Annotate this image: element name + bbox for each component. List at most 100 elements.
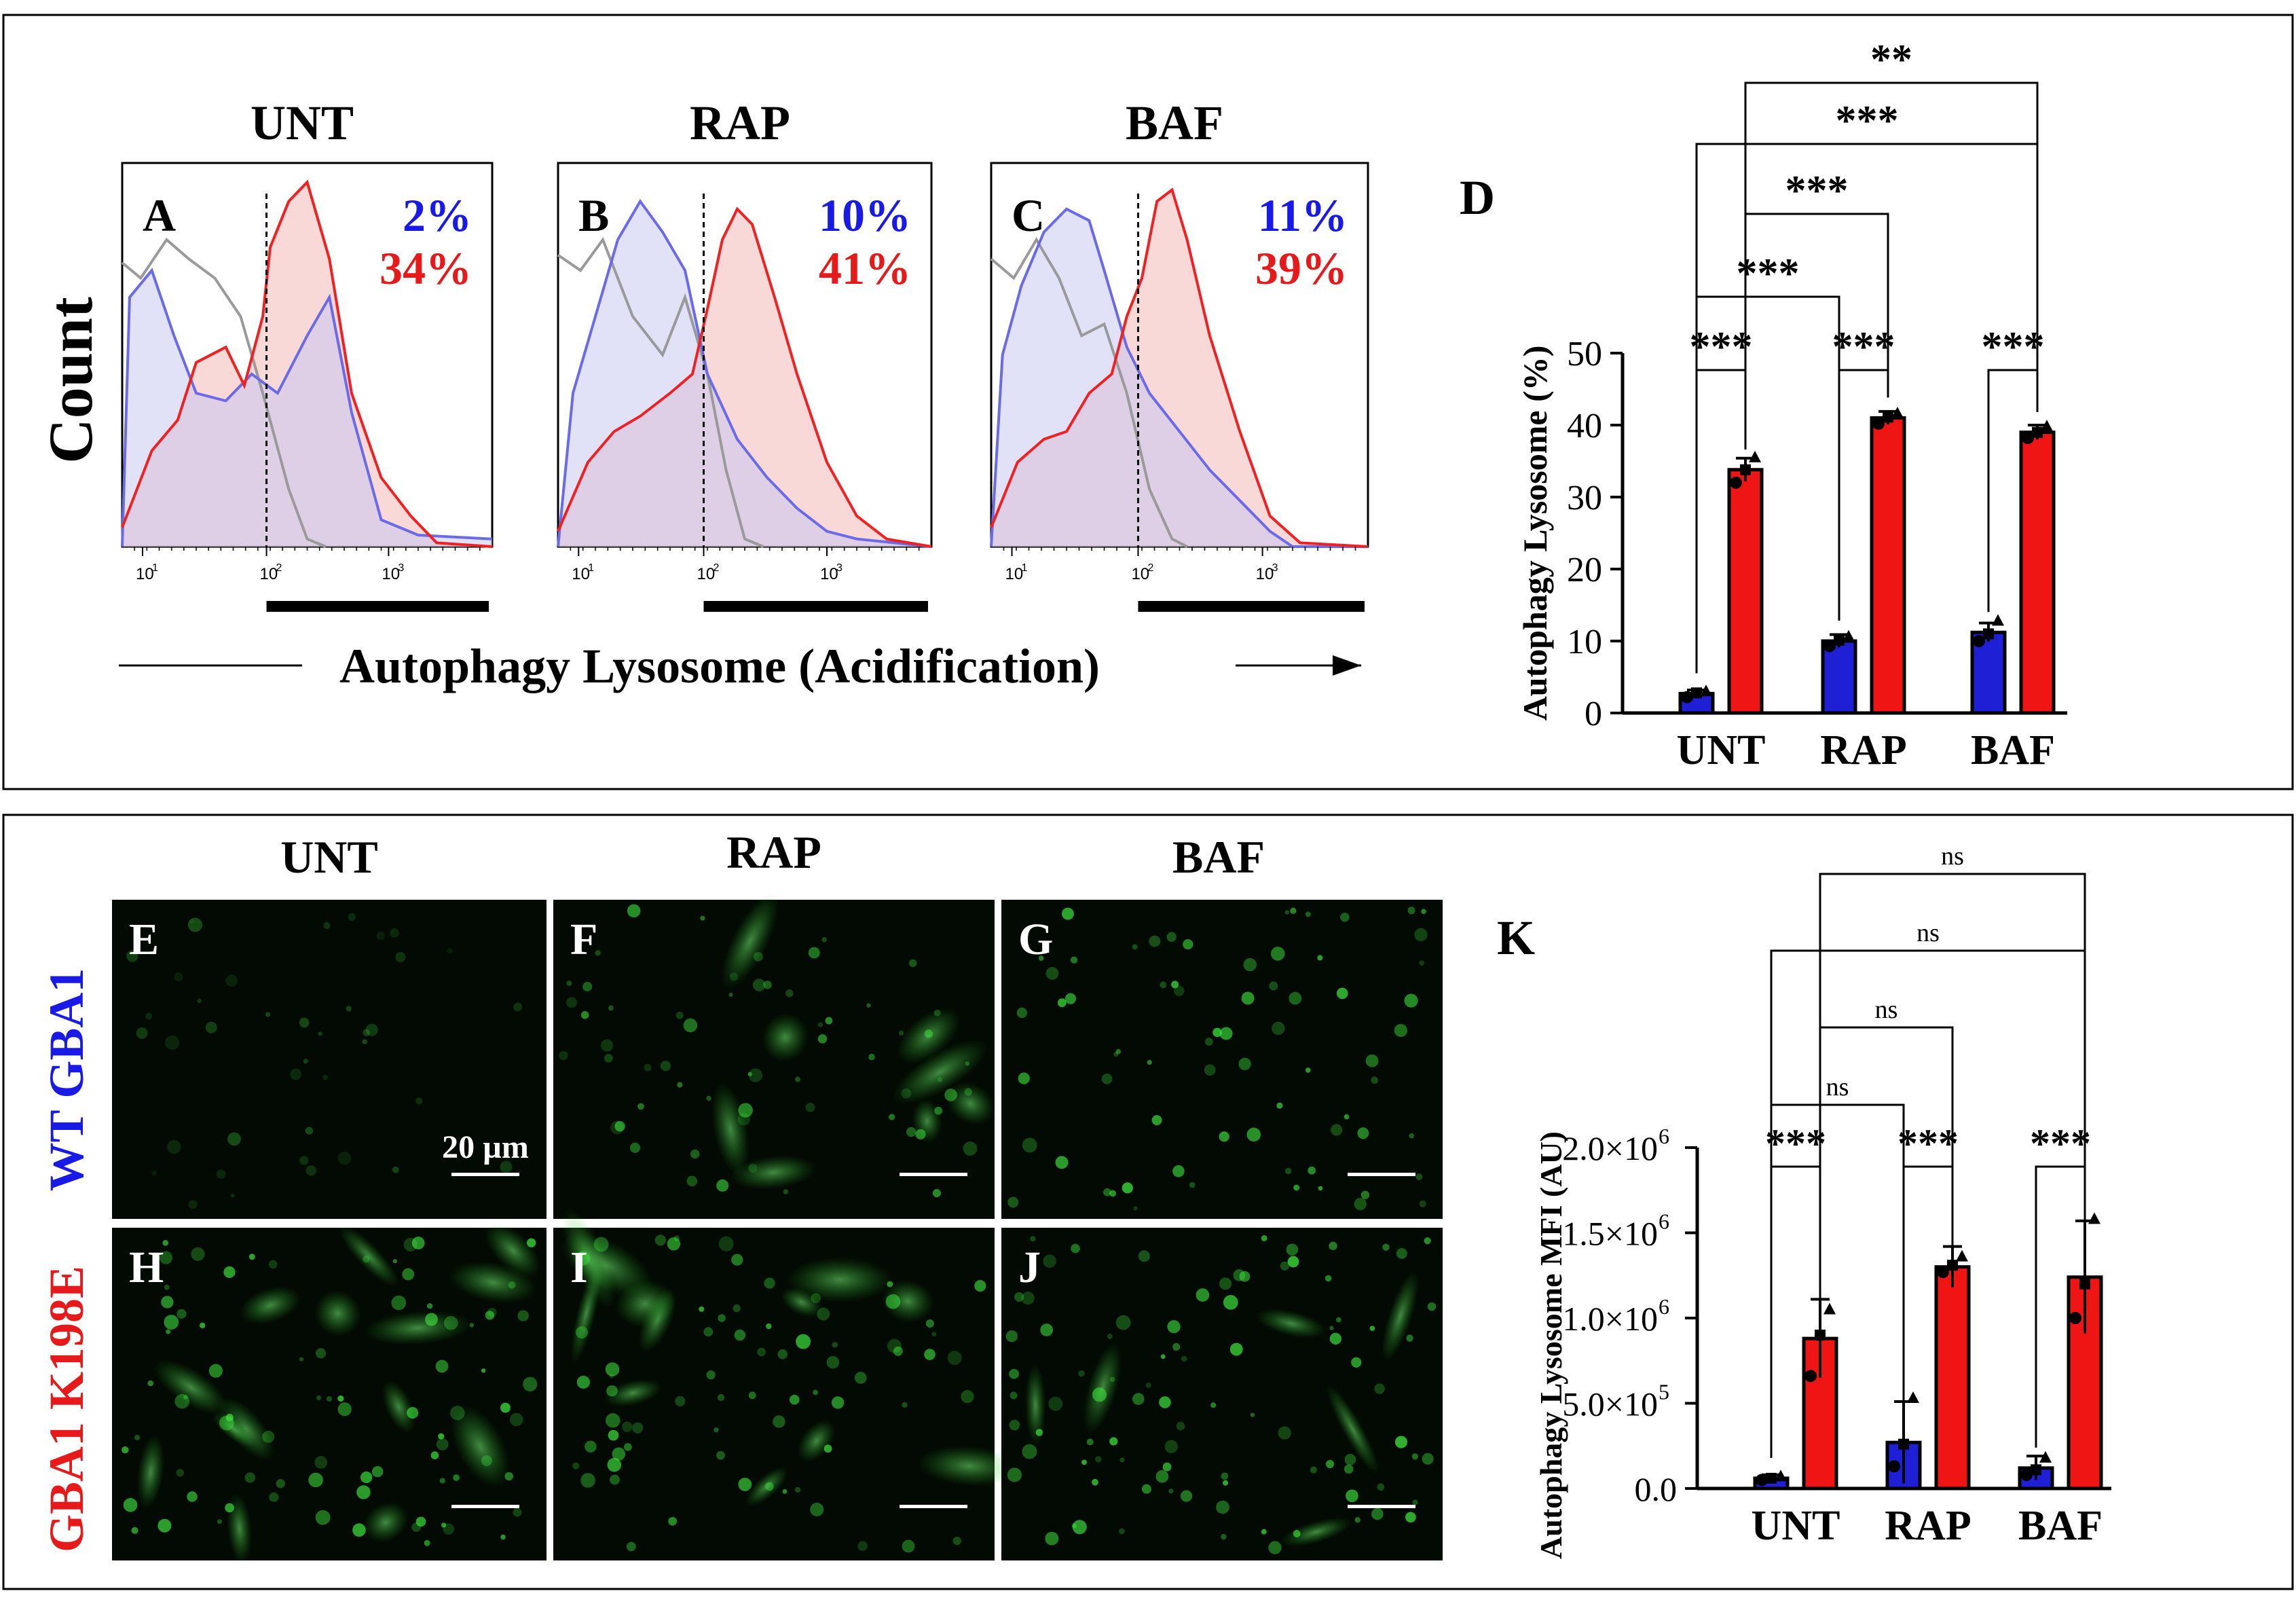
fluorescent-puncta [1018, 1072, 1030, 1084]
fluorescent-puncta [1290, 907, 1297, 914]
fluorescent-puncta [1162, 1462, 1172, 1472]
scale-bar [1348, 1505, 1415, 1508]
data-point [1749, 450, 1761, 462]
fluorescent-puncta [614, 1120, 625, 1132]
fluorescent-puncta [785, 989, 794, 998]
fluorescent-puncta [217, 1519, 223, 1524]
fluorescent-puncta [1040, 1323, 1054, 1336]
cell-body [745, 1467, 788, 1507]
fluorescent-puncta [363, 1256, 370, 1263]
fluorescent-puncta [481, 1368, 486, 1373]
fluorescent-puncta [1415, 1173, 1423, 1180]
fluorescent-puncta [1371, 1508, 1384, 1520]
fluorescent-puncta [668, 1516, 677, 1526]
x-tick-label: 10 [1256, 565, 1274, 583]
fluorescent-puncta [376, 931, 385, 940]
fluorescent-puncta [1138, 1250, 1150, 1262]
fluorescent-puncta [731, 1254, 743, 1266]
data-point [2031, 1464, 2041, 1476]
fluorescent-puncta [1171, 981, 1179, 989]
fluorescent-puncta [1293, 1529, 1301, 1537]
fluorescent-puncta [931, 1332, 937, 1337]
fluorescent-puncta [667, 1237, 681, 1251]
fluorescent-puncta [764, 1482, 774, 1491]
fluorescent-puncta [526, 1238, 536, 1247]
fluorescent-puncta [425, 1313, 438, 1326]
fluorescent-puncta [1172, 1165, 1185, 1177]
data-point [2020, 1468, 2033, 1481]
fluorescent-puncta [1280, 1261, 1290, 1271]
mutant-histogram-line [990, 187, 1369, 548]
significance-bracket [2035, 1165, 2086, 1448]
scale-bar [451, 1173, 519, 1176]
fluorescent-puncta [227, 1132, 241, 1146]
fluorescent-puncta [622, 1421, 633, 1432]
fluorescent-puncta [223, 1266, 236, 1279]
col-title-unt: UNT [280, 831, 378, 883]
fluorescent-puncta [244, 1472, 256, 1483]
data-point [1756, 1474, 1768, 1486]
fluorescent-puncta [1078, 1370, 1085, 1377]
fluorescent-puncta [737, 1113, 750, 1126]
fluorescent-puncta [1250, 1412, 1255, 1417]
image-letter: I [570, 1243, 588, 1292]
fluorescent-puncta [290, 1068, 302, 1080]
y-axis-label: Autophagy Lysosome MFI (AU) [1534, 1131, 1568, 1559]
fluorescent-puncta [1101, 1073, 1113, 1084]
fluorescent-puncta [1061, 907, 1074, 920]
fluorescent-puncta [225, 1503, 234, 1513]
fluorescent-puncta [1159, 1396, 1171, 1408]
fluorescent-puncta [305, 1165, 317, 1176]
significance-label: ns [1826, 1073, 1849, 1101]
fluorescent-puncta [509, 1412, 523, 1427]
data-point [1947, 1260, 1958, 1271]
fluorescent-puncta [1109, 1190, 1117, 1197]
fluorescent-puncta [508, 1281, 516, 1289]
fluorescent-puncta [933, 1009, 941, 1017]
fluorescent-puncta [902, 1539, 915, 1553]
fluorescent-puncta [1141, 1484, 1151, 1494]
fluorescent-puncta [1318, 1186, 1323, 1191]
fluorescent-puncta [1155, 1469, 1169, 1483]
wt-histogram-fill [991, 208, 1368, 547]
fluorescent-puncta [794, 1076, 800, 1082]
fluorescent-puncta [965, 1061, 970, 1066]
fluorescent-puncta [1233, 1269, 1246, 1281]
fluorescent-puncta [415, 1516, 426, 1527]
fluorescent-puncta [1246, 1127, 1261, 1142]
fluorescent-puncta [817, 1307, 830, 1321]
x-tick-label: 10 [572, 565, 590, 583]
y-tick-exponent: 5 [1659, 1380, 1669, 1404]
significance-bracket [1695, 369, 1747, 674]
fluorescent-puncta [136, 1027, 148, 1039]
fluorescent-puncta [134, 1434, 140, 1440]
significance-bracket [1902, 1165, 1954, 1423]
fluorescent-puncta [360, 1471, 373, 1484]
y-tick-label: 2.0×10 [1562, 1129, 1658, 1167]
x-tick-label: 10 [382, 565, 400, 583]
fluorescent-puncta [1344, 1454, 1356, 1465]
top-panel-frame [2, 14, 2294, 790]
fluorescent-puncta [407, 1407, 419, 1419]
fluorescent-puncta [174, 1393, 190, 1409]
fluorescent-puncta [1308, 1166, 1316, 1175]
fluorescent-puncta [627, 904, 641, 918]
fluorescent-puncta [1406, 1334, 1413, 1342]
fluorescent-puncta [337, 1402, 352, 1417]
microscopy-grid: E 20 µm F G H I J [112, 892, 1443, 1564]
fluorescent-puncta [426, 1303, 433, 1309]
panel-letter: C [1012, 189, 1045, 241]
fluorescent-puncta [1424, 1237, 1431, 1245]
image-letter: J [1018, 1243, 1041, 1292]
wt-histogram-line [557, 198, 932, 548]
wt-percentage: 10% [819, 189, 911, 241]
fluorescent-puncta [637, 1103, 644, 1110]
fluorescent-puncta [1005, 1330, 1018, 1342]
fluorescent-puncta [1071, 1523, 1077, 1529]
fluorescent-puncta [1030, 1236, 1036, 1242]
fluorescent-puncta [582, 982, 593, 991]
fluorescent-puncta [1009, 1368, 1019, 1379]
fluorescent-puncta [1374, 1383, 1385, 1394]
fluorescent-puncta [391, 1295, 407, 1311]
